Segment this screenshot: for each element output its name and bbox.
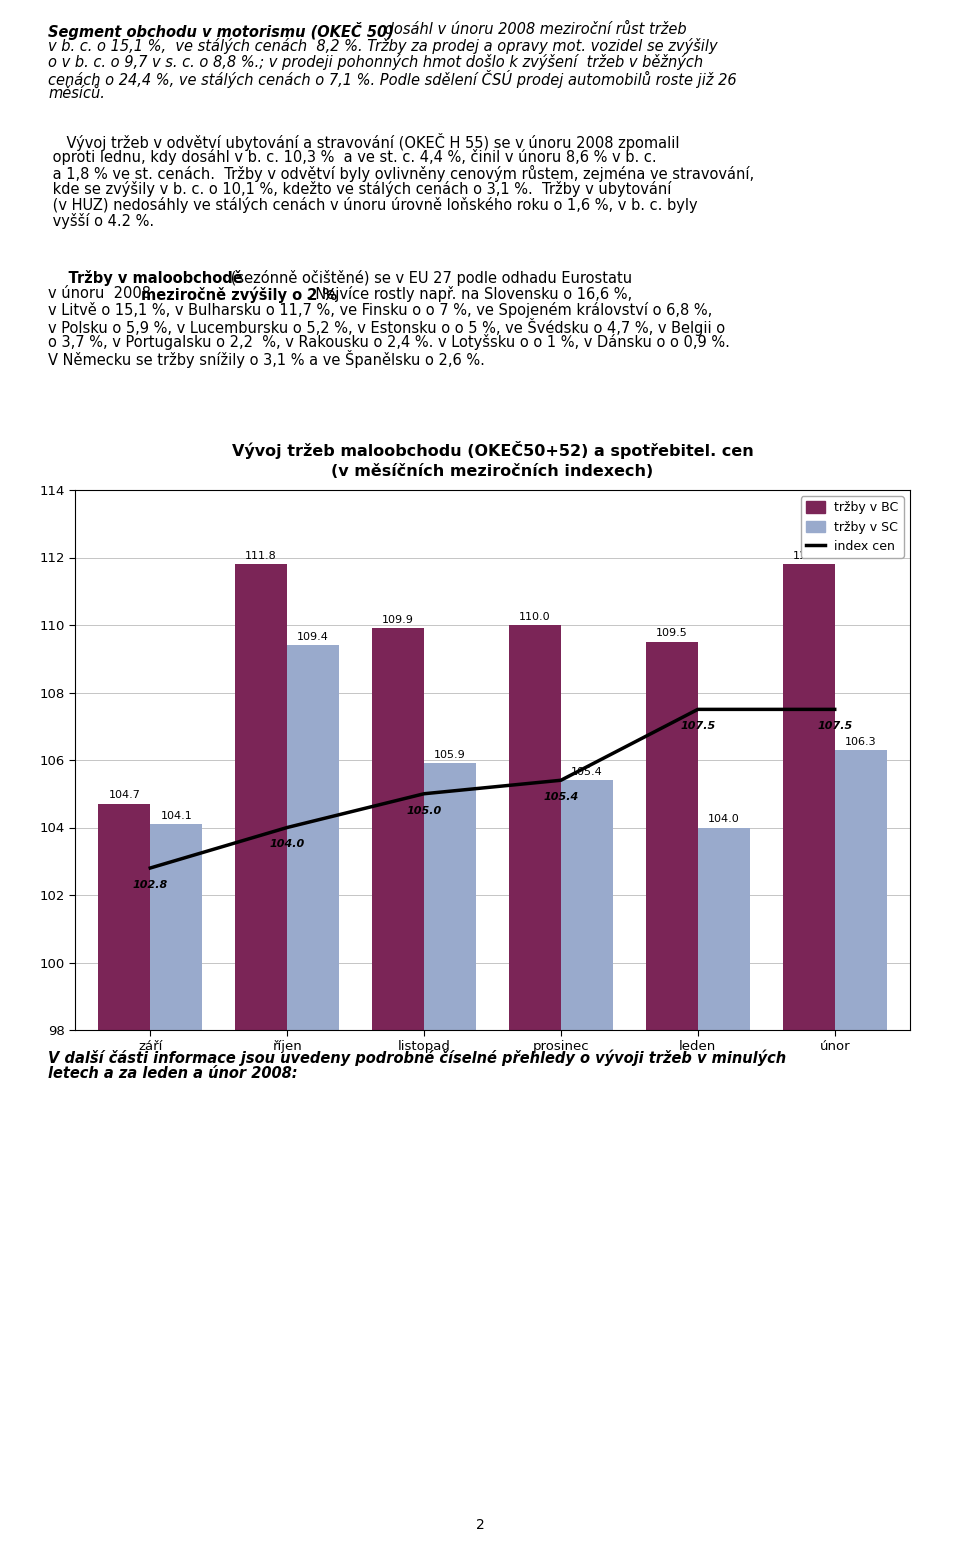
Bar bbox=[424, 763, 476, 1541]
Text: v Polsku o 5,9 %, v Lucembursku o 5,2 %, v Estonsku o o 5 %, ve Švédsku o 4,7 %,: v Polsku o 5,9 %, v Lucembursku o 5,2 %,… bbox=[48, 317, 725, 336]
Text: vyšší o 4.2 %.: vyšší o 4.2 %. bbox=[48, 213, 155, 230]
Text: 104.0: 104.0 bbox=[708, 814, 740, 824]
Text: 107.5: 107.5 bbox=[681, 721, 715, 730]
Text: (v HUZ) nedosáhly ve stálých cenách v únoru úrovně loňského roku o 1,6 %, v b. c: (v HUZ) nedosáhly ve stálých cenách v ún… bbox=[48, 197, 698, 213]
Text: 111.8: 111.8 bbox=[246, 550, 277, 561]
Bar bbox=[646, 643, 698, 1541]
Bar bbox=[235, 564, 287, 1541]
Text: 106.3: 106.3 bbox=[845, 737, 876, 746]
Bar bbox=[372, 629, 424, 1541]
Text: V další části informace jsou uvedeny podrobné číselné přehledy o vývoji tržeb v : V další části informace jsou uvedeny pod… bbox=[48, 1049, 786, 1066]
Bar bbox=[98, 804, 151, 1541]
Text: Tržby v maloobchodě: Tržby v maloobchodě bbox=[48, 270, 243, 287]
Text: (sezónně očištěné) se v EU 27 podle odhadu Eurostatu: (sezónně očištěné) se v EU 27 podle odha… bbox=[226, 270, 632, 287]
Text: V Německu se tržby snížily o 3,1 % a ve Španělsku o 2,6 %.: V Německu se tržby snížily o 3,1 % a ve … bbox=[48, 350, 485, 368]
Text: 102.8: 102.8 bbox=[132, 880, 168, 889]
Text: 111.8: 111.8 bbox=[793, 550, 825, 561]
Text: 110.0: 110.0 bbox=[519, 612, 551, 621]
Text: 104.7: 104.7 bbox=[108, 791, 140, 800]
Text: v b. c. o 15,1 %,  ve stálých cenách  8,2 %. Tržby za prodej a opravy mot. vozid: v b. c. o 15,1 %, ve stálých cenách 8,2 … bbox=[48, 39, 718, 54]
Text: a 1,8 % ve st. cenách.  Tržby v odvětví byly ovlivněny cenovým růstem, zejména v: a 1,8 % ve st. cenách. Tržby v odvětví b… bbox=[48, 165, 755, 182]
Text: 2: 2 bbox=[475, 1518, 485, 1532]
Bar bbox=[698, 828, 750, 1541]
Bar bbox=[151, 824, 203, 1541]
Bar bbox=[561, 780, 612, 1541]
Text: měsíců.: měsíců. bbox=[48, 86, 105, 102]
Text: . Nejvíce rostly např. na Slovensku o 16,6 %,: . Nejvíce rostly např. na Slovensku o 16… bbox=[306, 287, 632, 302]
Text: 104.1: 104.1 bbox=[160, 811, 192, 821]
Text: meziročně zvýšily o 2 %: meziročně zvýšily o 2 % bbox=[141, 287, 337, 302]
Bar bbox=[782, 564, 834, 1541]
Text: 109.9: 109.9 bbox=[382, 615, 414, 626]
Text: oproti lednu, kdy dosáhl v b. c. 10,3 %  a ve st. c. 4,4 %, činil v únoru 8,6 % : oproti lednu, kdy dosáhl v b. c. 10,3 % … bbox=[48, 149, 657, 165]
Bar bbox=[287, 646, 339, 1541]
Bar bbox=[509, 626, 561, 1541]
Text: 105.9: 105.9 bbox=[434, 750, 466, 760]
Text: v Litvě o 15,1 %, v Bulharsku o 11,7 %, ve Finsku o o 7 %, ve Spojeném královstv: v Litvě o 15,1 %, v Bulharsku o 11,7 %, … bbox=[48, 302, 712, 317]
Text: 104.0: 104.0 bbox=[270, 840, 304, 849]
Text: o 3,7 %, v Portugalsku o 2,2  %, v Rakousku o 2,4 %. v Lotyšsku o o 1 %, v Dánsk: o 3,7 %, v Portugalsku o 2,2 %, v Rakous… bbox=[48, 334, 730, 350]
Title: Vývoj tržeb maloobchodu (OKEČ50+52) a spotřebitel. cen
(v měsíčních meziročních : Vývoj tržeb maloobchodu (OKEČ50+52) a sp… bbox=[231, 441, 754, 479]
Text: letech a za leden a únor 2008:: letech a za leden a únor 2008: bbox=[48, 1066, 298, 1080]
Text: 105.0: 105.0 bbox=[406, 806, 442, 815]
Text: 109.4: 109.4 bbox=[298, 632, 329, 643]
Bar bbox=[834, 750, 887, 1541]
Text: cenách o 24,4 %, ve stálých cenách o 7,1 %. Podle sdělení ČSÚ prodej automobilů : cenách o 24,4 %, ve stálých cenách o 7,1… bbox=[48, 69, 736, 88]
Text: 105.4: 105.4 bbox=[571, 767, 603, 777]
Text: 107.5: 107.5 bbox=[817, 721, 852, 730]
Text: Vývoj tržeb v odvětví ubytování a stravování (OKEČ H 55) se v únoru 2008 zpomali: Vývoj tržeb v odvětví ubytování a stravo… bbox=[48, 133, 680, 151]
Legend: tržby v BC, tržby v SC, index cen: tržby v BC, tržby v SC, index cen bbox=[801, 496, 903, 558]
Text: o v b. c. o 9,7 v s. c. o 8,8 %.; v prodeji pohonných hmot došlo k zvýšení  trže: o v b. c. o 9,7 v s. c. o 8,8 %.; v prod… bbox=[48, 54, 703, 69]
Text: 109.5: 109.5 bbox=[656, 629, 687, 638]
Text: dosáhl v únoru 2008 meziroční růst tržeb: dosáhl v únoru 2008 meziroční růst tržeb bbox=[380, 22, 686, 37]
Text: kde se zvýšily v b. c. o 10,1 %, kdežto ve stálých cenách o 3,1 %.  Tržby v ubyt: kde se zvýšily v b. c. o 10,1 %, kdežto … bbox=[48, 180, 671, 197]
Text: Segment obchodu v motorismu (OKEČ 50): Segment obchodu v motorismu (OKEČ 50) bbox=[48, 22, 394, 40]
Text: v únoru  2008: v únoru 2008 bbox=[48, 287, 156, 300]
Text: 105.4: 105.4 bbox=[543, 792, 579, 801]
